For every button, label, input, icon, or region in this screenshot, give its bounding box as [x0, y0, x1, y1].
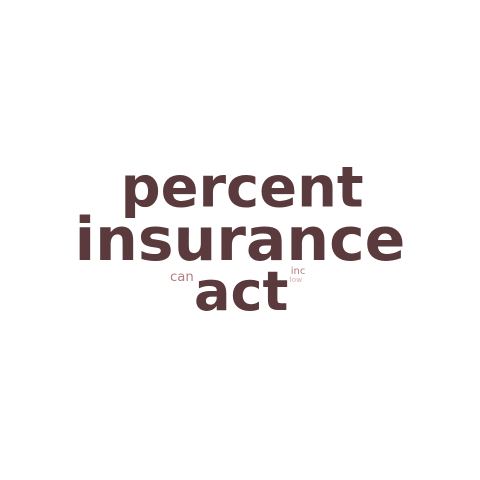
- cloud-word: inc: [291, 266, 306, 277]
- cloud-word: act: [194, 260, 288, 323]
- cloud-word: can: [170, 270, 194, 285]
- cloud-word: percent: [121, 155, 364, 220]
- cloud-word: low: [290, 275, 303, 284]
- cloud-word: insurance: [75, 205, 406, 275]
